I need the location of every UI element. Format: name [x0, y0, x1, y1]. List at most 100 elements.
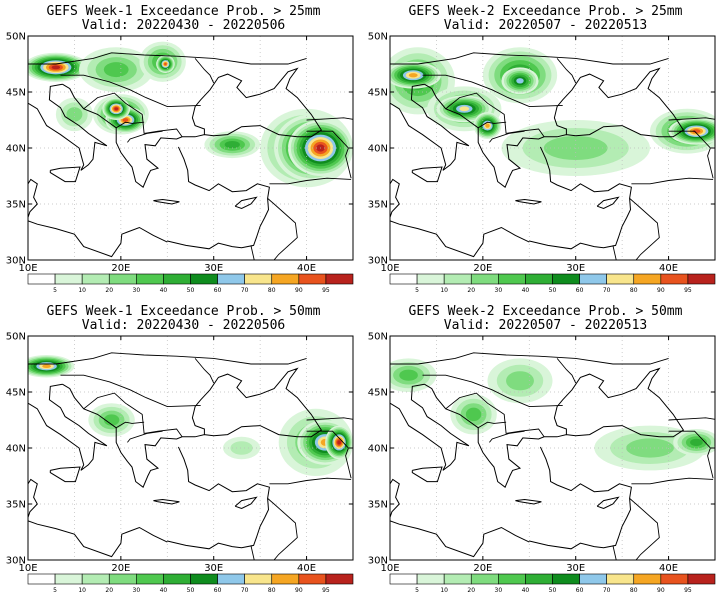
prob-contour-95 — [51, 65, 61, 70]
colorbar-label: 90 — [657, 587, 665, 594]
colorbar-label: 60 — [214, 287, 222, 294]
colorbar-swatch — [190, 273, 218, 285]
panel-title: GEFS Week-2 Exceedance Prob. > 25mm — [408, 4, 683, 19]
x-tick-label: 40E — [659, 263, 678, 274]
colorbar-swatch — [525, 573, 553, 585]
panel-valid-dates: Valid: 20220430 - 20220506 — [81, 318, 286, 333]
y-tick-label: 40N — [368, 144, 388, 155]
colorbar-label: 30 — [495, 587, 503, 594]
colorbar-swatch — [687, 573, 716, 585]
colorbar-label: 10 — [78, 287, 86, 294]
colorbar: 5 10 20 30 40 50 60 70 80 90 95 — [27, 573, 354, 594]
colorbar-swatch — [660, 573, 689, 585]
x-tick-label: 20E — [473, 563, 492, 574]
colorbar-label: 70 — [603, 287, 611, 294]
colorbar-label: 80 — [268, 287, 276, 294]
colorbar-label: 30 — [133, 287, 141, 294]
colorbar: 5 10 20 30 40 50 60 70 80 90 95 — [389, 573, 716, 594]
colorbar-label: 50 — [549, 587, 557, 594]
colorbar-swatch — [552, 273, 580, 285]
colorbar-swatch — [81, 273, 110, 285]
colorbar-swatch — [108, 273, 137, 285]
colorbar-label: 40 — [522, 587, 530, 594]
colorbar-label: 20 — [105, 587, 113, 594]
colorbar-label: 80 — [268, 587, 276, 594]
x-tick-label: 20E — [111, 263, 130, 274]
colorbar-label: 20 — [105, 287, 113, 294]
y-tick-label: 50N — [6, 32, 26, 43]
colorbar-swatch — [298, 273, 327, 285]
prob-contour-95 — [114, 107, 119, 111]
prob-contour-10 — [230, 441, 253, 455]
coastlines-borders — [28, 352, 353, 560]
panel-valid-dates: Valid: 20220507 - 20220513 — [443, 318, 648, 333]
x-tick-label: 20E — [473, 263, 492, 274]
graticule — [390, 36, 715, 260]
colorbar-label: 50 — [187, 587, 195, 594]
y-tick-label: 30N — [368, 556, 388, 567]
colorbar-swatch — [525, 273, 553, 285]
colorbar-label: 50 — [549, 287, 557, 294]
panel-week1-50mm: GEFS Week-1 Exceedance Prob. > 50mm Vali… — [6, 300, 361, 598]
coastlines-borders — [28, 52, 353, 260]
colorbar-label: 5 — [415, 587, 419, 594]
panel-week2-50mm: GEFS Week-2 Exceedance Prob. > 50mm Vali… — [368, 300, 722, 598]
colorbar-swatch — [470, 573, 499, 585]
colorbar-swatch — [27, 573, 56, 585]
prob-contour-80 — [408, 73, 418, 78]
colorbar-label: 50 — [187, 287, 195, 294]
y-tick-label: 45N — [6, 388, 26, 399]
colorbar-swatch — [217, 273, 245, 285]
x-tick-label: 10E — [380, 263, 399, 274]
colorbar-swatch — [633, 273, 662, 285]
prob-contour-80 — [485, 123, 490, 128]
panel-title: GEFS Week-1 Exceedance Prob. > 50mm — [46, 304, 321, 319]
y-tick-label: 40N — [6, 444, 26, 455]
colorbar-swatch — [244, 273, 273, 285]
probability-shading — [390, 358, 715, 471]
x-tick-label: 10E — [18, 563, 37, 574]
colorbar-label: 10 — [440, 287, 448, 294]
probability-shading — [28, 355, 353, 476]
panel-week2-25mm: GEFS Week-2 Exceedance Prob. > 25mm Vali… — [368, 0, 722, 298]
colorbar-label: 10 — [440, 587, 448, 594]
colorbar-label: 70 — [603, 587, 611, 594]
colorbar-label: 70 — [241, 287, 249, 294]
graticule — [28, 36, 353, 260]
prob-contour-30 — [465, 407, 482, 422]
colorbar-label: 95 — [322, 287, 330, 294]
x-tick-label: 40E — [297, 263, 316, 274]
colorbar-swatch — [552, 573, 580, 585]
colorbar-swatch — [27, 273, 56, 285]
x-tick-label: 10E — [18, 263, 37, 274]
colorbar-swatch — [217, 573, 245, 585]
colorbar-swatch — [136, 273, 164, 285]
coastlines-borders — [390, 52, 715, 260]
colorbar-label: 95 — [684, 287, 692, 294]
colorbar-label: 90 — [295, 587, 303, 594]
panel-valid-dates: Valid: 20220507 - 20220513 — [443, 18, 648, 33]
colorbar-label: 40 — [160, 587, 168, 594]
y-tick-label: 50N — [6, 332, 26, 343]
prob-contour-80 — [42, 364, 51, 369]
colorbar-swatch — [416, 573, 445, 585]
colorbar-swatch — [416, 273, 445, 285]
colorbar-swatch — [325, 573, 354, 585]
colorbar-swatch — [54, 273, 83, 285]
colorbar-label: 60 — [576, 587, 584, 594]
colorbar-swatch — [108, 573, 137, 585]
colorbar-swatch — [298, 573, 327, 585]
colorbar-swatch — [470, 273, 499, 285]
colorbar-label: 80 — [630, 587, 638, 594]
y-tick-label: 35N — [368, 200, 388, 211]
colorbar-label: 60 — [214, 587, 222, 594]
y-tick-label: 30N — [368, 256, 388, 267]
x-tick-label: 40E — [297, 563, 316, 574]
colorbar-label: 10 — [78, 587, 86, 594]
colorbar-swatch — [660, 273, 689, 285]
colorbar-label: 95 — [684, 587, 692, 594]
prob-contour-70 — [459, 106, 470, 112]
y-tick-label: 50N — [368, 32, 388, 43]
